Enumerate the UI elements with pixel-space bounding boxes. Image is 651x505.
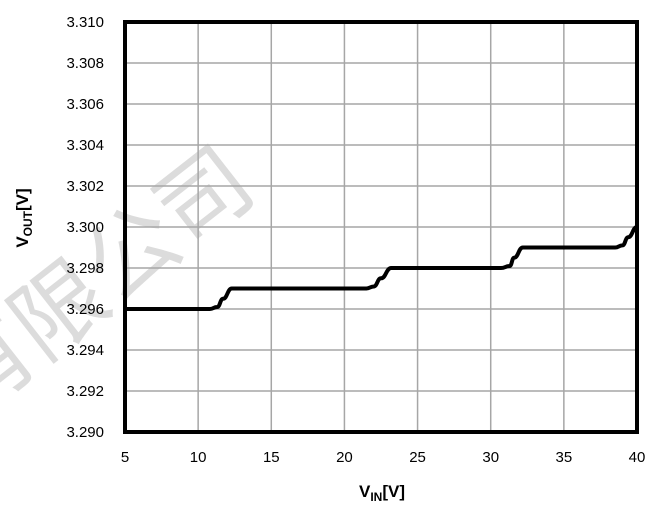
y-tick-label: 3.310 (66, 14, 104, 31)
tick-labels: 5 10 15 20 25 30 35 40 3.290 3.292 3.294 3.296 3.298… (66, 14, 645, 466)
y-tick-label: 3.292 (66, 383, 104, 400)
series-group (123, 225, 639, 312)
y-tick-label: 3.304 (66, 137, 104, 154)
y-tick-label: 3.308 (66, 55, 104, 72)
y-tick-label: 3.306 (66, 96, 104, 113)
grid (124, 21, 638, 433)
x-tick-label: 40 (629, 449, 646, 466)
y-tick-label: 3.294 (66, 342, 104, 359)
series-line (123, 225, 639, 312)
x-tick-label: 10 (190, 449, 207, 466)
x-tick-label: 30 (482, 449, 499, 466)
x-tick-label: 5 (121, 449, 129, 466)
y-tick-label: 3.300 (66, 219, 104, 236)
x-tick-label: 25 (409, 449, 426, 466)
y-tick-label: 3.298 (66, 260, 104, 277)
y-tick-label: 3.290 (66, 424, 104, 441)
x-tick-label: 35 (556, 449, 573, 466)
y-tick-label: 3.296 (66, 301, 104, 318)
y-axis-title: VOUT[V] (13, 188, 35, 247)
x-tick-label: 20 (336, 449, 353, 466)
x-axis-title: VIN[V] (359, 482, 405, 504)
plot-frame (123, 20, 639, 434)
x-tick-label: 15 (263, 449, 280, 466)
y-tick-label: 3.302 (66, 178, 104, 195)
